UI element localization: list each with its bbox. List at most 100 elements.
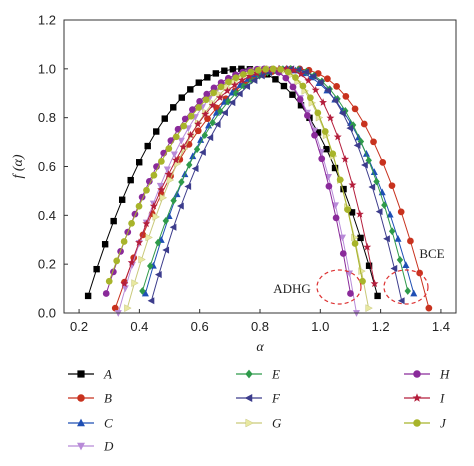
data-point-A-14 [204,74,211,81]
data-point-C-10 [220,98,228,105]
data-point-J-27 [307,94,314,102]
data-point-J-1 [113,257,121,265]
data-point-A-12 [187,86,194,93]
data-point-D-31 [331,202,339,210]
legend-label-F: F [271,391,281,406]
data-point-E-34 [404,287,411,295]
data-point-B-27 [360,120,368,128]
bce-highlight-ellipse [383,269,429,305]
series-A [84,65,381,300]
data-point-E-8 [201,131,209,140]
data-point-G-2 [138,255,146,264]
data-point-A-27 [314,129,322,136]
data-point-I-33 [363,242,372,251]
data-point-I-12 [208,101,217,109]
y-tick-label: 1.0 [38,61,56,76]
data-point-J-3 [128,219,135,227]
data-point-J-5 [143,186,150,194]
data-point-C-6 [189,152,197,160]
data-point-F-5 [184,183,192,191]
data-point-D-32 [338,234,346,242]
data-point-H-29 [311,131,318,139]
data-point-E-2 [154,238,162,247]
series-line-J [108,68,363,282]
data-point-H-12 [189,106,196,114]
data-point-A-33 [365,262,373,269]
data-point-J-14 [210,89,217,97]
data-point-C-29 [370,168,378,176]
data-point-I-28 [326,113,335,122]
data-point-J-29 [321,128,329,135]
data-point-C-32 [394,234,402,242]
data-point-F-32 [383,235,390,243]
data-point-H-28 [303,112,311,119]
data-point-F-14 [250,76,258,85]
data-point-A-7 [144,142,151,150]
series-I [120,64,379,288]
data-point-D-30 [324,173,332,181]
data-point-F-9 [213,120,221,128]
data-point-G-1 [131,279,139,288]
data-point-I-15 [230,80,239,89]
data-point-J-21 [262,65,270,73]
data-point-D-7 [163,166,171,174]
data-point-F-24 [324,86,331,94]
data-point-J-19 [247,68,255,76]
data-point-I-6 [164,170,173,178]
data-point-G-34 [365,304,373,313]
data-point-F-7 [199,148,206,156]
data-point-A-29 [331,164,339,172]
data-point-J-20 [254,66,262,74]
data-point-F-11 [228,99,236,107]
data-point-I-0 [120,279,129,288]
legend-label-D: D [103,439,114,454]
data-point-I-23 [289,66,298,74]
data-point-I-29 [333,132,342,141]
data-point-A-8 [153,128,160,135]
data-point-J-31 [336,176,344,184]
data-point-E-0 [139,287,146,295]
data-point-A-10 [170,104,177,111]
data-point-E-11 [225,97,232,106]
data-point-I-32 [355,210,364,218]
legend-label-C: C [104,416,113,431]
data-point-H-13 [196,98,203,105]
data-point-E-7 [193,145,201,154]
data-point-H-14 [203,90,211,98]
data-point-J-0 [105,277,113,285]
data-point-C-31 [386,210,394,218]
legend-item-I: I [404,391,445,406]
y-tick-label: 0.8 [38,110,56,125]
data-point-I-30 [341,155,350,163]
data-point-J-17 [232,74,240,82]
x-tick-label: 1.0 [311,319,329,334]
data-point-A-17 [229,66,237,73]
data-point-J-22 [269,65,277,73]
data-point-F-6 [191,165,199,173]
data-point-A-28 [323,145,330,153]
data-point-F-28 [353,141,361,149]
x-tick-label: 0.6 [191,319,209,334]
data-point-I-17 [245,72,254,80]
data-point-J-23 [277,65,284,73]
data-point-F-25 [331,97,339,105]
data-point-C-7 [197,136,205,143]
data-point-B-10 [204,115,211,123]
data-point-J-33 [351,240,359,247]
data-point-H-31 [325,182,333,190]
legend-marker-J [413,419,421,427]
data-point-F-29 [361,161,368,169]
data-point-D-6 [156,182,164,190]
data-point-J-15 [217,83,225,91]
data-point-J-32 [344,206,351,214]
data-point-J-24 [284,68,292,76]
data-point-J-10 [180,122,188,130]
x-tick-label: 0.8 [251,319,269,334]
data-point-C-28 [362,150,370,157]
legend-item-J: J [404,416,447,431]
data-point-E-13 [240,82,248,90]
data-point-F-21 [302,68,309,76]
data-point-F-1 [154,271,162,279]
data-point-I-7 [171,155,180,164]
